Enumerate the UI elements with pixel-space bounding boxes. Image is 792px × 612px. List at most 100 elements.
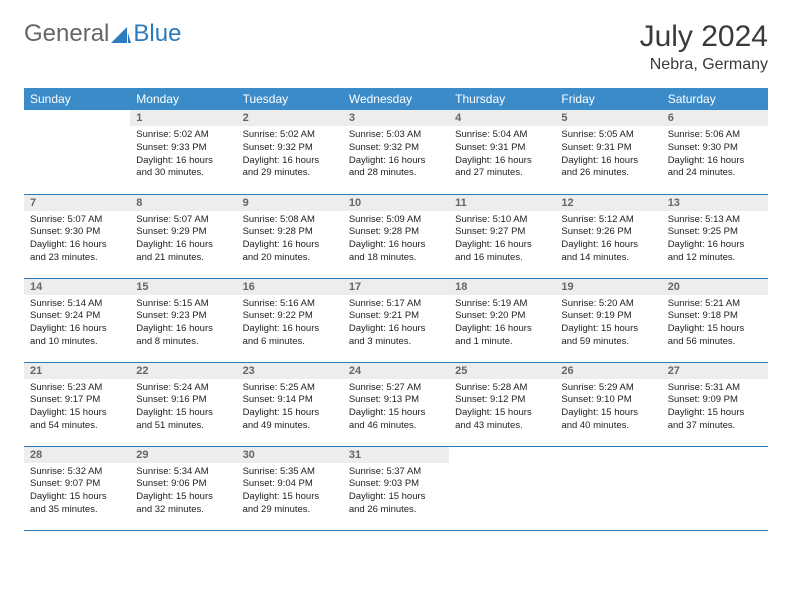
weekday-header: Sunday [24, 88, 130, 110]
calendar-cell: 30Sunrise: 5:35 AMSunset: 9:04 PMDayligh… [237, 446, 343, 530]
day-detail: Sunrise: 5:21 AMSunset: 9:18 PMDaylight:… [662, 295, 768, 353]
day-number: 14 [24, 279, 130, 295]
day-detail: Sunrise: 5:24 AMSunset: 9:16 PMDaylight:… [130, 379, 236, 437]
calendar-cell: 5Sunrise: 5:05 AMSunset: 9:31 PMDaylight… [555, 110, 661, 194]
calendar-cell: 1Sunrise: 5:02 AMSunset: 9:33 PMDaylight… [130, 110, 236, 194]
calendar-cell: 9Sunrise: 5:08 AMSunset: 9:28 PMDaylight… [237, 194, 343, 278]
calendar-cell: 10Sunrise: 5:09 AMSunset: 9:28 PMDayligh… [343, 194, 449, 278]
day-detail: Sunrise: 5:20 AMSunset: 9:19 PMDaylight:… [555, 295, 661, 353]
calendar-cell: 21Sunrise: 5:23 AMSunset: 9:17 PMDayligh… [24, 362, 130, 446]
day-number: 1 [130, 110, 236, 126]
day-number: 18 [449, 279, 555, 295]
calendar-week-row: . 1Sunrise: 5:02 AMSunset: 9:33 PMDaylig… [24, 110, 768, 194]
day-number: 2 [237, 110, 343, 126]
month-title: July 2024 [640, 20, 768, 54]
day-detail: Sunrise: 5:32 AMSunset: 9:07 PMDaylight:… [24, 463, 130, 521]
day-number: 29 [130, 447, 236, 463]
location-text: Nebra, Germany [640, 56, 768, 74]
day-number: 15 [130, 279, 236, 295]
day-detail: Sunrise: 5:17 AMSunset: 9:21 PMDaylight:… [343, 295, 449, 353]
calendar-cell: 8Sunrise: 5:07 AMSunset: 9:29 PMDaylight… [130, 194, 236, 278]
day-number: 26 [555, 363, 661, 379]
calendar-cell: 4Sunrise: 5:04 AMSunset: 9:31 PMDaylight… [449, 110, 555, 194]
calendar-week-row: 14Sunrise: 5:14 AMSunset: 9:24 PMDayligh… [24, 278, 768, 362]
day-number: 11 [449, 195, 555, 211]
day-number: 24 [343, 363, 449, 379]
calendar-cell: 27Sunrise: 5:31 AMSunset: 9:09 PMDayligh… [662, 362, 768, 446]
calendar-cell: . [449, 446, 555, 530]
day-number: 19 [555, 279, 661, 295]
calendar-cell: 16Sunrise: 5:16 AMSunset: 9:22 PMDayligh… [237, 278, 343, 362]
day-number: 22 [130, 363, 236, 379]
calendar-body: . 1Sunrise: 5:02 AMSunset: 9:33 PMDaylig… [24, 110, 768, 530]
day-number: 16 [237, 279, 343, 295]
calendar-cell: 3Sunrise: 5:03 AMSunset: 9:32 PMDaylight… [343, 110, 449, 194]
calendar-cell: 23Sunrise: 5:25 AMSunset: 9:14 PMDayligh… [237, 362, 343, 446]
calendar-cell: 22Sunrise: 5:24 AMSunset: 9:16 PMDayligh… [130, 362, 236, 446]
weekday-header: Saturday [662, 88, 768, 110]
day-detail: Sunrise: 5:12 AMSunset: 9:26 PMDaylight:… [555, 211, 661, 269]
day-number: 31 [343, 447, 449, 463]
day-detail: Sunrise: 5:06 AMSunset: 9:30 PMDaylight:… [662, 126, 768, 184]
day-number: 9 [237, 195, 343, 211]
day-detail: Sunrise: 5:37 AMSunset: 9:03 PMDaylight:… [343, 463, 449, 521]
day-number: 20 [662, 279, 768, 295]
day-number: 5 [555, 110, 661, 126]
day-detail: Sunrise: 5:03 AMSunset: 9:32 PMDaylight:… [343, 126, 449, 184]
day-number: 6 [662, 110, 768, 126]
calendar-cell: 14Sunrise: 5:14 AMSunset: 9:24 PMDayligh… [24, 278, 130, 362]
day-number: 27 [662, 363, 768, 379]
calendar-cell: 18Sunrise: 5:19 AMSunset: 9:20 PMDayligh… [449, 278, 555, 362]
weekday-header: Wednesday [343, 88, 449, 110]
brand-logo: General Blue [24, 20, 181, 48]
day-detail: Sunrise: 5:02 AMSunset: 9:33 PMDaylight:… [130, 126, 236, 184]
day-number: 17 [343, 279, 449, 295]
day-detail: Sunrise: 5:27 AMSunset: 9:13 PMDaylight:… [343, 379, 449, 437]
day-detail: Sunrise: 5:25 AMSunset: 9:14 PMDaylight:… [237, 379, 343, 437]
calendar-cell: 31Sunrise: 5:37 AMSunset: 9:03 PMDayligh… [343, 446, 449, 530]
calendar-cell: 17Sunrise: 5:17 AMSunset: 9:21 PMDayligh… [343, 278, 449, 362]
calendar-head: SundayMondayTuesdayWednesdayThursdayFrid… [24, 88, 768, 110]
day-number: 3 [343, 110, 449, 126]
day-number: 21 [24, 363, 130, 379]
logo-sail-icon [111, 22, 131, 38]
weekday-header: Monday [130, 88, 236, 110]
day-number: 7 [24, 195, 130, 211]
calendar-cell: 13Sunrise: 5:13 AMSunset: 9:25 PMDayligh… [662, 194, 768, 278]
day-number: 4 [449, 110, 555, 126]
calendar-cell: . [662, 446, 768, 530]
calendar-week-row: 28Sunrise: 5:32 AMSunset: 9:07 PMDayligh… [24, 446, 768, 530]
brand-part1: General [24, 20, 109, 48]
weekday-header: Tuesday [237, 88, 343, 110]
day-detail: Sunrise: 5:07 AMSunset: 9:30 PMDaylight:… [24, 211, 130, 269]
day-detail: Sunrise: 5:35 AMSunset: 9:04 PMDaylight:… [237, 463, 343, 521]
weekday-header: Thursday [449, 88, 555, 110]
calendar-cell: 25Sunrise: 5:28 AMSunset: 9:12 PMDayligh… [449, 362, 555, 446]
day-number: 25 [449, 363, 555, 379]
day-detail: Sunrise: 5:13 AMSunset: 9:25 PMDaylight:… [662, 211, 768, 269]
day-detail: Sunrise: 5:14 AMSunset: 9:24 PMDaylight:… [24, 295, 130, 353]
day-detail: Sunrise: 5:05 AMSunset: 9:31 PMDaylight:… [555, 126, 661, 184]
day-number: 23 [237, 363, 343, 379]
day-detail: Sunrise: 5:08 AMSunset: 9:28 PMDaylight:… [237, 211, 343, 269]
calendar-week-row: 7Sunrise: 5:07 AMSunset: 9:30 PMDaylight… [24, 194, 768, 278]
calendar-cell: 29Sunrise: 5:34 AMSunset: 9:06 PMDayligh… [130, 446, 236, 530]
day-number: 8 [130, 195, 236, 211]
day-number: 10 [343, 195, 449, 211]
day-detail: Sunrise: 5:16 AMSunset: 9:22 PMDaylight:… [237, 295, 343, 353]
brand-part2: Blue [133, 20, 181, 48]
calendar-cell: 28Sunrise: 5:32 AMSunset: 9:07 PMDayligh… [24, 446, 130, 530]
calendar-cell: 26Sunrise: 5:29 AMSunset: 9:10 PMDayligh… [555, 362, 661, 446]
day-number: 13 [662, 195, 768, 211]
calendar-cell: 20Sunrise: 5:21 AMSunset: 9:18 PMDayligh… [662, 278, 768, 362]
calendar-cell: 7Sunrise: 5:07 AMSunset: 9:30 PMDaylight… [24, 194, 130, 278]
day-detail: Sunrise: 5:31 AMSunset: 9:09 PMDaylight:… [662, 379, 768, 437]
day-detail: Sunrise: 5:02 AMSunset: 9:32 PMDaylight:… [237, 126, 343, 184]
calendar-cell: 2Sunrise: 5:02 AMSunset: 9:32 PMDaylight… [237, 110, 343, 194]
day-detail: Sunrise: 5:15 AMSunset: 9:23 PMDaylight:… [130, 295, 236, 353]
calendar-cell: . [24, 110, 130, 194]
day-number: 12 [555, 195, 661, 211]
day-detail: Sunrise: 5:23 AMSunset: 9:17 PMDaylight:… [24, 379, 130, 437]
title-block: July 2024 Nebra, Germany [640, 20, 768, 74]
calendar-cell: 24Sunrise: 5:27 AMSunset: 9:13 PMDayligh… [343, 362, 449, 446]
